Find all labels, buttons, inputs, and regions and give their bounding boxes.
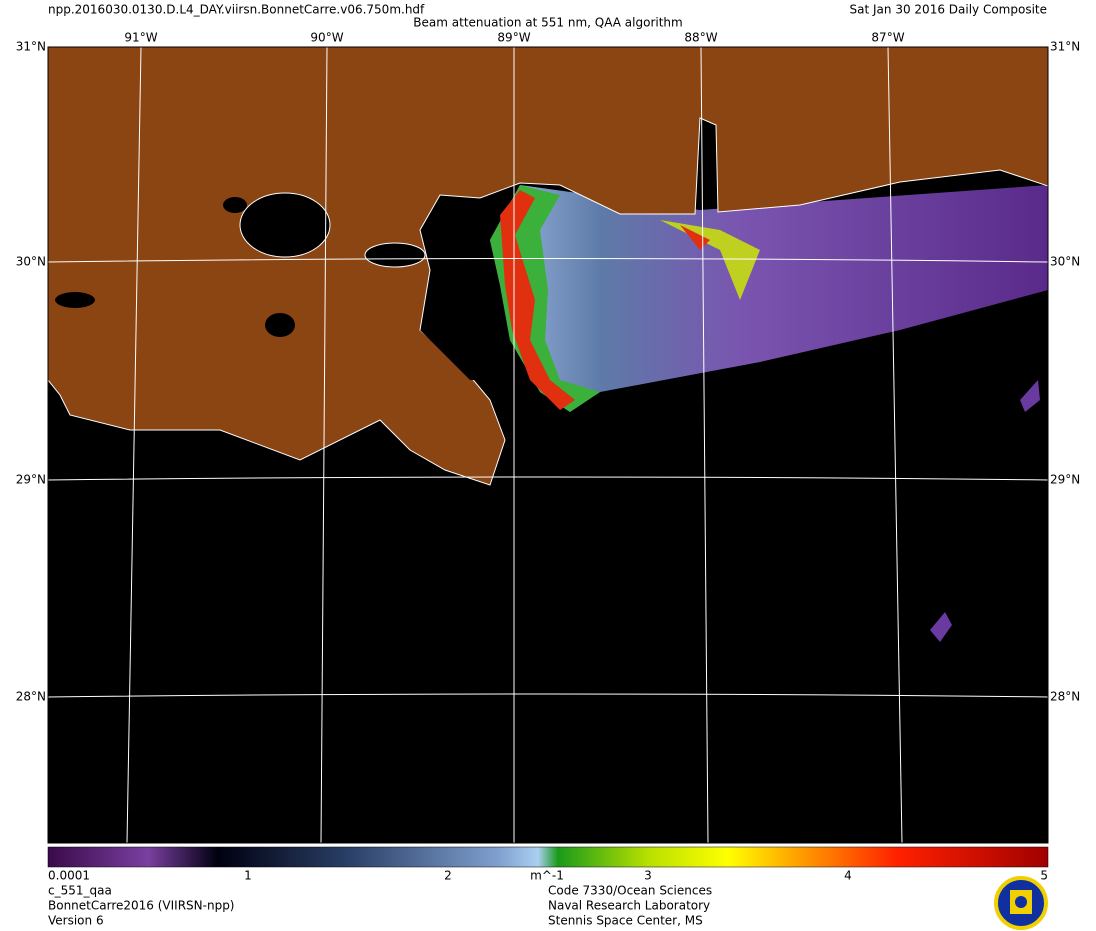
colorbar-label: 5 xyxy=(1040,869,1048,883)
colorbar xyxy=(47,846,1049,868)
map-area xyxy=(48,47,1048,843)
colorbar-unit: m^-1 xyxy=(530,869,564,883)
map-frame xyxy=(47,46,1049,844)
graticule-line xyxy=(700,47,709,843)
latitude-label: 29°N xyxy=(1050,473,1080,487)
land xyxy=(48,47,1048,486)
longitude-label: 88°W xyxy=(684,31,717,45)
footer-text: c_551_qaa xyxy=(48,884,112,898)
nrl-logo xyxy=(994,876,1048,930)
latitude-label: 28°N xyxy=(1050,690,1080,704)
graticule-line xyxy=(887,47,903,843)
footer-text: BonnetCarre2016 (VIIRSN-npp) xyxy=(48,899,235,913)
latitude-label: 30°N xyxy=(1050,255,1080,269)
lake-pontchartrain xyxy=(239,192,331,258)
lake-borgne xyxy=(364,242,426,268)
lake xyxy=(265,313,295,337)
longitude-label: 87°W xyxy=(871,31,904,45)
footer-text: Code 7330/Ocean Sciences xyxy=(548,884,712,898)
plume-edge xyxy=(660,220,760,300)
longitude-label: 91°W xyxy=(124,31,157,45)
latitude-label: 31°N xyxy=(1050,40,1080,54)
colorbar-label: 3 xyxy=(644,869,652,883)
colorbar-label: 2 xyxy=(444,869,452,883)
longitude-label: 89°W xyxy=(497,31,530,45)
colorbar-labels: 0.0001 1 2 3 4 5 xyxy=(48,869,1048,883)
footer-text: Naval Research Laboratory xyxy=(548,899,710,913)
map-title: Beam attenuation at 551 nm, QAA algorith… xyxy=(413,16,682,30)
colorbar-label: 0.0001 xyxy=(48,869,90,883)
graticule-line xyxy=(48,258,1048,263)
plume xyxy=(490,185,1048,412)
lake xyxy=(223,197,247,213)
plume-edge xyxy=(500,190,575,410)
footer-text: Version 6 xyxy=(48,914,104,928)
latitude-label: 29°N xyxy=(16,473,46,487)
latitude-label: 30°N xyxy=(16,255,46,269)
latitude-label: 31°N xyxy=(16,40,46,54)
logo-center xyxy=(1015,896,1027,908)
longitude-label: 90°W xyxy=(310,31,343,45)
graticule-line xyxy=(48,693,1048,698)
lake xyxy=(55,292,95,308)
plume-patch xyxy=(1020,380,1040,412)
latitude-labels: 31°N 31°N 30°N 30°N 29°N 29°N 28°N 28°N xyxy=(16,40,1081,704)
graticule-line xyxy=(48,476,1048,481)
plume-edge xyxy=(490,185,600,412)
bay xyxy=(420,330,500,380)
colorbar-label: 4 xyxy=(844,869,852,883)
latitude-label: 28°N xyxy=(16,690,46,704)
graticule-line xyxy=(126,47,142,843)
plume-patch xyxy=(930,612,952,642)
longitude-labels: 91°W 90°W 89°W 88°W 87°W xyxy=(124,31,904,45)
colorbar-label: 1 xyxy=(244,869,252,883)
footer-text: Stennis Space Center, MS xyxy=(548,914,703,928)
composite-date: Sat Jan 30 2016 Daily Composite xyxy=(850,3,1047,17)
graticule-line xyxy=(320,47,328,843)
file-name: npp.2016030.0130.D.L4_DAY.viirsn.BonnetC… xyxy=(48,3,425,17)
